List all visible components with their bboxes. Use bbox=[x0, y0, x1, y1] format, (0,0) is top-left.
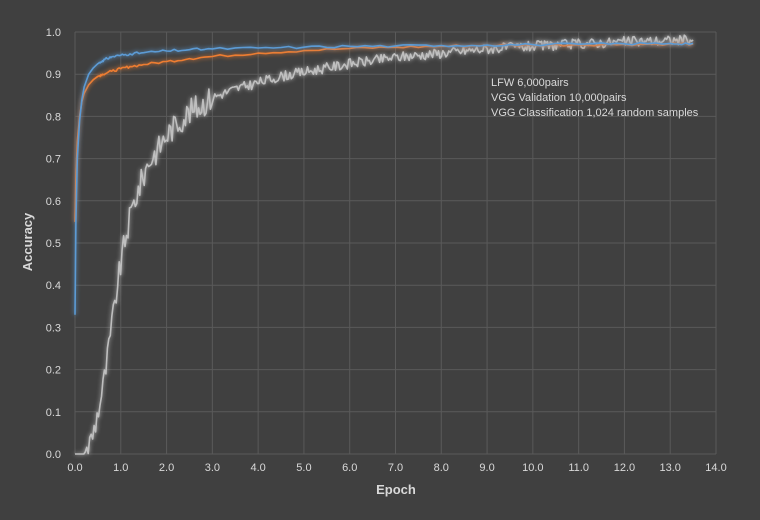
x-tick-label: 12.0 bbox=[614, 462, 635, 474]
x-tick-label: 6.0 bbox=[342, 462, 357, 474]
series-line-2 bbox=[75, 34, 694, 455]
y-tick-label: 0.1 bbox=[46, 407, 61, 419]
y-tick-label: 1.0 bbox=[46, 27, 61, 39]
legend: LFW 6,000pairs VGG Validation 10,000pairs… bbox=[462, 77, 699, 119]
series-lines bbox=[74, 34, 694, 455]
y-tick-label: 0.8 bbox=[46, 111, 61, 123]
x-tick-label: 8.0 bbox=[434, 462, 449, 474]
legend-label: VGG Validation 10,000pairs bbox=[491, 92, 627, 104]
x-tick-label: 9.0 bbox=[479, 462, 494, 474]
x-tick-label: 0.0 bbox=[67, 462, 82, 474]
x-axis-ticks: 0.0 1.0 2.0 3.0 4.0 5.0 6.0 7.0 8.0 9.0 10.0 11.0 12… bbox=[67, 462, 726, 474]
x-tick-label: 3.0 bbox=[205, 462, 220, 474]
x-tick-label: 7.0 bbox=[388, 462, 403, 474]
y-tick-label: 0.5 bbox=[46, 238, 61, 250]
x-tick-label: 11.0 bbox=[568, 462, 589, 474]
series-line-0 bbox=[74, 41, 694, 315]
x-tick-label: 10.0 bbox=[522, 462, 543, 474]
series-line-1 bbox=[74, 42, 694, 222]
y-tick-label: 0.7 bbox=[46, 154, 61, 166]
y-tick-label: 0.2 bbox=[46, 365, 61, 377]
y-tick-label: 0.9 bbox=[46, 69, 61, 81]
x-tick-label: 5.0 bbox=[296, 462, 311, 474]
x-axis-title: Epoch bbox=[376, 482, 416, 497]
y-tick-label: 0.6 bbox=[46, 196, 61, 208]
legend-label: LFW 6,000pairs bbox=[491, 77, 569, 89]
y-tick-label: 0.0 bbox=[46, 449, 61, 461]
x-tick-label: 1.0 bbox=[113, 462, 128, 474]
x-tick-label: 4.0 bbox=[250, 462, 265, 474]
y-tick-label: 0.3 bbox=[46, 322, 61, 334]
y-axis-title: Accuracy bbox=[20, 212, 35, 271]
x-tick-label: 14.0 bbox=[705, 462, 726, 474]
x-tick-label: 2.0 bbox=[159, 462, 174, 474]
legend-label: VGG Classification 1,024 random samples bbox=[491, 107, 699, 119]
x-tick-label: 13.0 bbox=[660, 462, 681, 474]
gridlines bbox=[74, 31, 717, 455]
y-axis-ticks: 0.0 0.1 0.2 0.3 0.4 0.5 0.6 0.7 0.8 0.9 1.0 bbox=[46, 27, 61, 461]
y-tick-label: 0.4 bbox=[46, 280, 61, 292]
